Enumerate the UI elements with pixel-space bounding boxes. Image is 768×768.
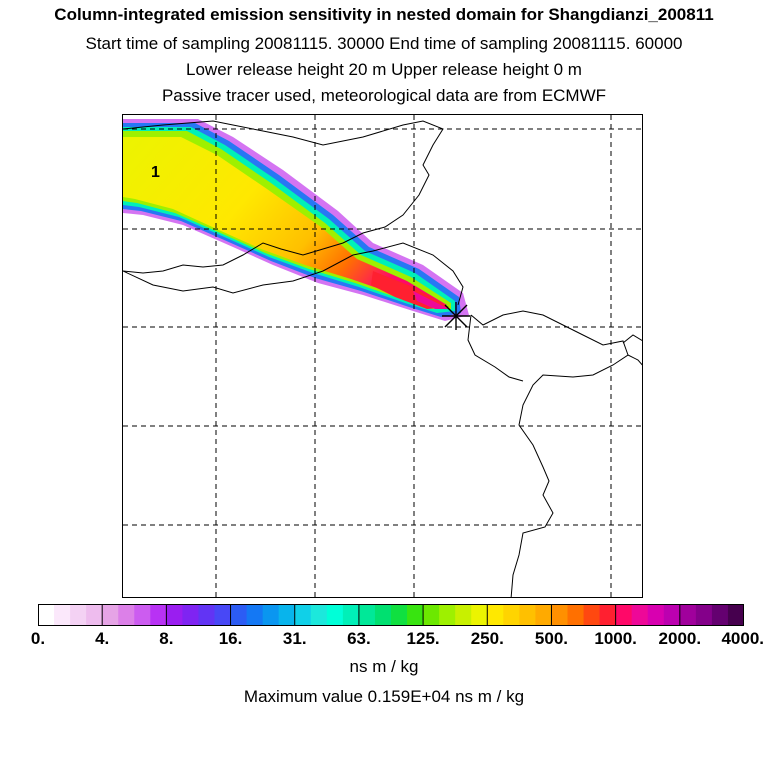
colorbar-cell	[118, 604, 135, 626]
colorbar-cell	[166, 604, 183, 626]
colorbar-cell	[86, 604, 103, 626]
colorbar-tick-label: 1000.	[594, 629, 637, 648]
colorbar-tick-label: 8.	[159, 629, 174, 648]
plot-title: Column-integrated emission sensitivity i…	[54, 5, 714, 24]
colorbar	[38, 604, 744, 626]
colorbar-tick-label: 125.	[406, 629, 440, 648]
colorbar-tick-label: 250.	[470, 629, 504, 648]
tracer-info-subtitle: Passive tracer used, meteorological data…	[161, 86, 607, 105]
release-height-subtitle: Lower release height 20 m Upper release …	[186, 60, 582, 79]
colorbar-tick-label: 0.	[30, 629, 46, 648]
colorbar-cell	[326, 604, 344, 626]
colorbar-cell	[214, 604, 232, 626]
colorbar-cell	[487, 604, 504, 626]
colorbar-unit-label: ns m / kg	[349, 657, 419, 676]
colorbar-cell	[583, 604, 601, 626]
colorbar-cell	[471, 604, 488, 626]
colorbar-cell	[134, 604, 151, 626]
colorbar-cell	[695, 604, 713, 626]
colorbar-cell	[294, 604, 312, 626]
colorbar-cell	[711, 604, 729, 626]
colorbar-cell	[727, 604, 744, 626]
colorbar-cell	[503, 604, 520, 626]
colorbar-cell	[647, 604, 665, 626]
plume-contour-label: 1	[151, 164, 160, 181]
colorbar-cell	[374, 604, 392, 626]
colorbar-cell	[679, 604, 697, 626]
colorbar-cell	[455, 604, 472, 626]
plume-core	[123, 137, 447, 307]
map-panel: 1	[122, 114, 643, 598]
colorbar-tick-label: 16.	[218, 629, 243, 648]
colorbar-cell	[535, 604, 552, 626]
maximum-value-label: Maximum value 0.159E+04 ns m / kg	[243, 687, 525, 706]
colorbar-cell	[278, 604, 296, 626]
map-canvas: 1	[123, 115, 642, 597]
colorbar-cell	[310, 604, 328, 626]
colorbar-tick-label: 31.	[282, 629, 307, 648]
sampling-time-subtitle: Start time of sampling 20081115. 30000 E…	[85, 34, 683, 53]
colorbar-cell	[358, 604, 376, 626]
colorbar-cell	[246, 604, 264, 626]
colorbar-cell	[262, 604, 280, 626]
lat-lon-grid	[123, 115, 642, 597]
colorbar-cell	[615, 604, 633, 626]
colorbar-cell	[198, 604, 215, 626]
colorbar-cell	[439, 604, 456, 626]
colorbar-cell	[150, 604, 167, 626]
colorbar-cell	[631, 604, 649, 626]
release-point-x-icon	[442, 302, 470, 330]
colorbar-cell	[182, 604, 199, 626]
plume-peak-core	[413, 291, 449, 309]
colorbar-tick-label: 4.	[95, 629, 110, 648]
colorbar-tick-label: 4000.	[721, 629, 764, 648]
colorbar-tick-label: 2000.	[658, 629, 702, 648]
colorbar-tick-label: 63.	[347, 629, 371, 648]
colorbar-cell	[102, 604, 119, 626]
colorbar-cell	[663, 604, 681, 626]
colorbar-cell	[391, 604, 408, 626]
colorbar-tick-label: 500.	[534, 629, 568, 648]
colorbar-cell	[230, 604, 248, 626]
colorbar-cell	[551, 604, 568, 626]
colorbar-cell	[38, 604, 55, 626]
colorbar-cell	[70, 604, 87, 626]
coastline-layer	[123, 120, 642, 597]
colorbar-cell	[567, 604, 585, 626]
colorbar-cell	[342, 604, 360, 626]
colorbar-cell	[599, 604, 617, 626]
colorbar-cell	[54, 604, 71, 626]
colorbar-cell	[423, 604, 440, 626]
colorbar-cell	[519, 604, 536, 626]
colorbar-cell	[407, 604, 424, 626]
